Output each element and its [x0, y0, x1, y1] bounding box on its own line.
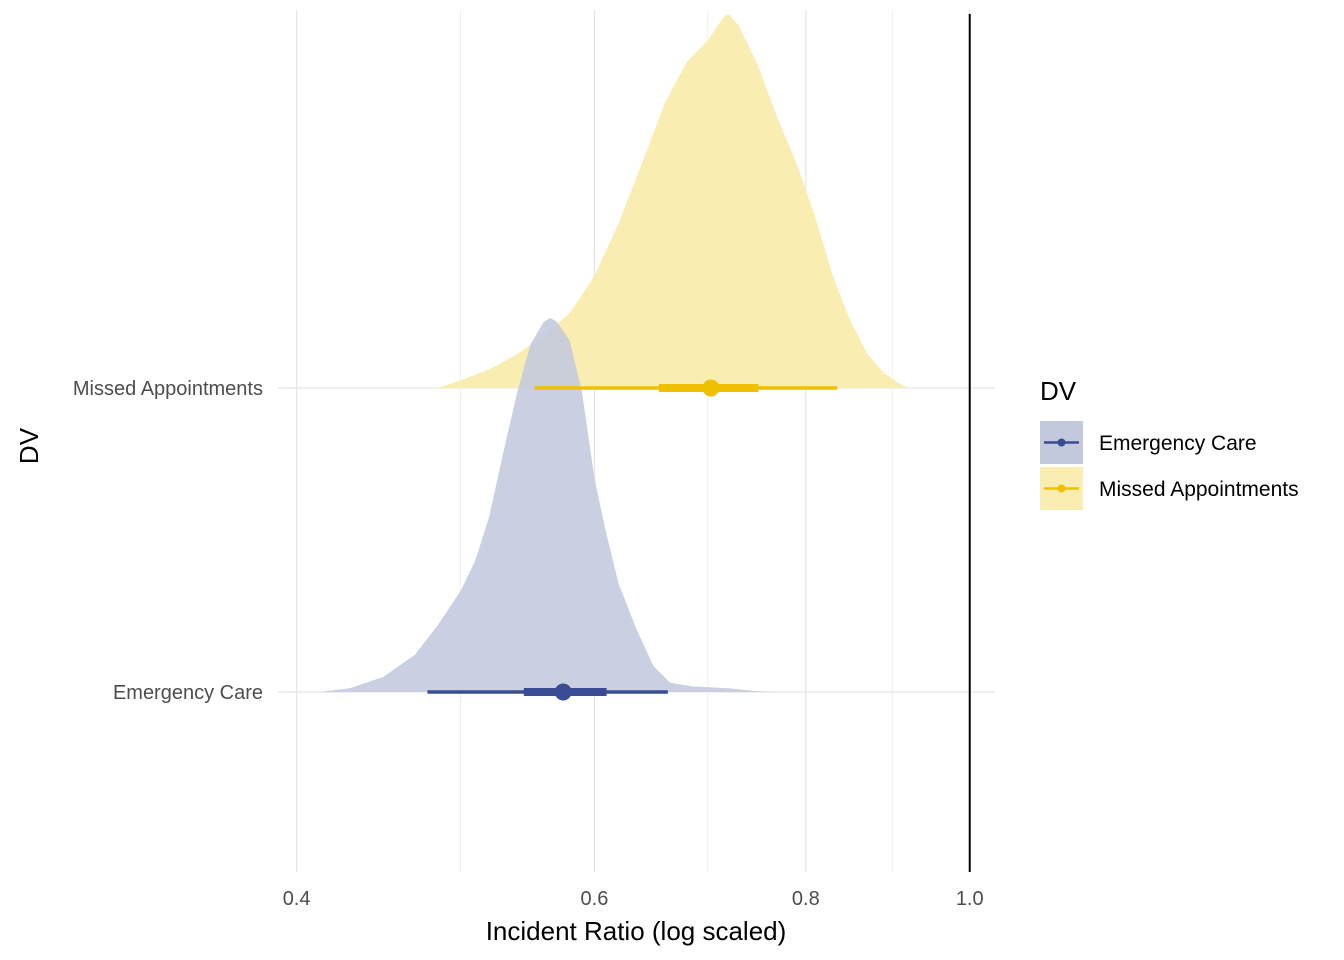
legend-entries: Emergency Care Missed Appointments [1040, 421, 1299, 510]
legend: DV Emergency Care Missed Appointments [1040, 376, 1299, 510]
legend-label: Missed Appointments [1099, 478, 1299, 501]
x-tick-label: 0.6 [581, 888, 609, 910]
density-emergency-care [320, 318, 773, 692]
legend-key-point [1057, 484, 1066, 493]
y-axis-title: DV [14, 427, 44, 464]
x-axis-tick-labels: 0.4 0.6 0.8 1.0 [283, 888, 984, 910]
interval-layer [427, 379, 838, 701]
y-axis-tick-labels: Missed Appointments Emergency Care [73, 378, 263, 704]
legend-title: DV [1040, 376, 1077, 406]
y-tick-label: Missed Appointments [73, 378, 263, 400]
legend-label: Emergency Care [1099, 432, 1257, 455]
y-tick-label: Emergency Care [113, 682, 263, 704]
legend-entry: Emergency Care [1040, 421, 1257, 464]
point-estimate-missed-appointments [702, 379, 720, 397]
density-missed-appointments [438, 14, 909, 388]
x-tick-label: 0.8 [792, 888, 820, 910]
density-layer [320, 14, 909, 692]
legend-key-point [1057, 438, 1066, 447]
x-tick-label: 0.4 [283, 888, 311, 910]
x-tick-label: 1.0 [956, 888, 984, 910]
x-axis-title: Incident Ratio (log scaled) [486, 916, 787, 946]
grid [278, 10, 995, 872]
legend-entry: Missed Appointments [1040, 467, 1299, 510]
point-estimate-emergency-care [554, 683, 572, 701]
